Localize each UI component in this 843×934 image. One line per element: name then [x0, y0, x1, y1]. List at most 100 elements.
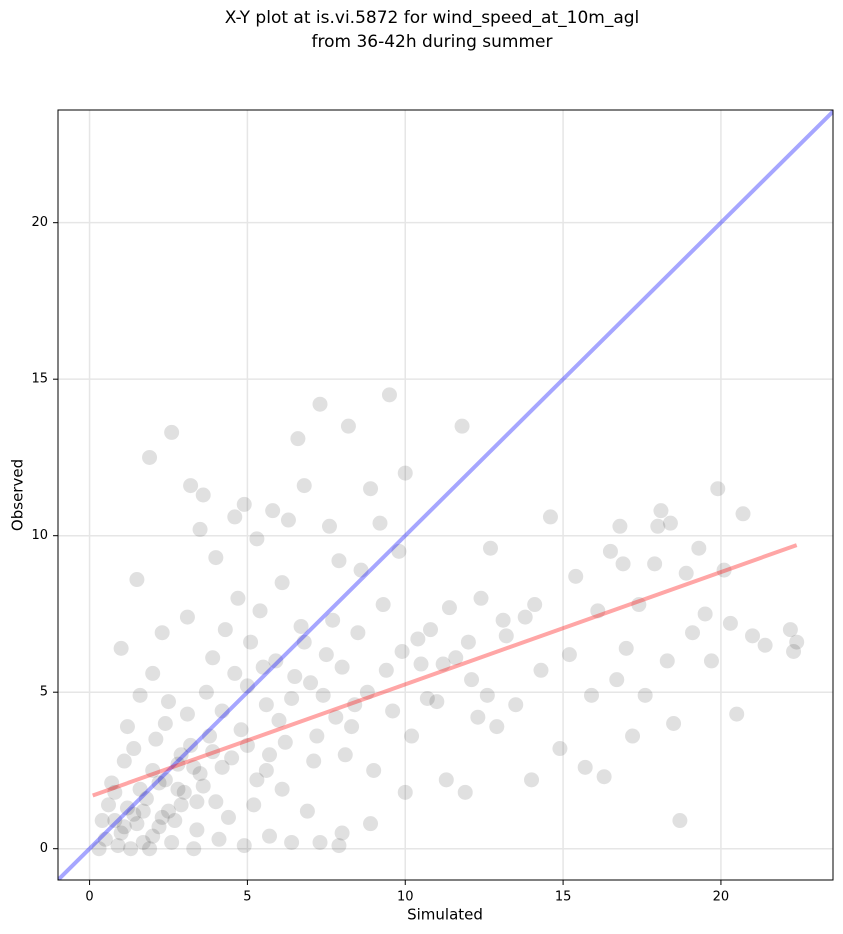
- scatter-point: [344, 719, 360, 735]
- scatter-point: [328, 709, 344, 725]
- scatter-point: [666, 715, 682, 731]
- scatter-point: [318, 647, 334, 663]
- scatter-point: [448, 650, 464, 666]
- scatter-point: [568, 568, 584, 584]
- scatter-point: [729, 706, 745, 722]
- scatter-point: [659, 653, 675, 669]
- scatter-point: [249, 772, 265, 788]
- scatter-point: [312, 396, 328, 412]
- scatter-point: [123, 841, 139, 857]
- scatter-point: [625, 728, 641, 744]
- scatter-point: [239, 678, 255, 694]
- scatter-point: [224, 750, 240, 766]
- scatter-point: [340, 418, 356, 434]
- scatter-point: [590, 603, 606, 619]
- scatter-point: [290, 431, 306, 447]
- y-tick-label: 0: [40, 841, 48, 856]
- scatter-point: [154, 809, 170, 825]
- scatter-point: [782, 622, 798, 638]
- scatter-point: [745, 628, 761, 644]
- x-tick-label: 0: [85, 890, 93, 905]
- scatter-point: [268, 653, 284, 669]
- scatter-point: [227, 509, 243, 525]
- scatter-point: [303, 675, 319, 691]
- scatter-point: [113, 640, 129, 656]
- scatter-point: [271, 712, 287, 728]
- scatter-point: [306, 753, 322, 769]
- scatter-point: [325, 612, 341, 628]
- scatter-point: [217, 622, 233, 638]
- scatter-point: [678, 565, 694, 581]
- scatter-point: [359, 684, 375, 700]
- scatter-point: [233, 722, 249, 738]
- scatter-point: [107, 813, 123, 829]
- scatter-point: [296, 634, 312, 650]
- scatter-point: [419, 690, 435, 706]
- scatter-point: [208, 794, 224, 810]
- scatter-point: [258, 762, 274, 778]
- scatter-point: [385, 703, 401, 719]
- x-axis-label: Simulated: [407, 906, 483, 924]
- scatter-point: [413, 656, 429, 672]
- scatter-point: [372, 515, 388, 531]
- scatter-point: [735, 506, 751, 522]
- scatter-point: [441, 600, 457, 616]
- scatter-point: [183, 478, 199, 494]
- scatter-point: [672, 813, 688, 829]
- scatter-point: [157, 715, 173, 731]
- scatter-point: [685, 625, 701, 641]
- scatter-point: [119, 800, 135, 816]
- scatter-point: [757, 637, 773, 653]
- scatter-point: [347, 697, 363, 713]
- scatter-point: [154, 625, 170, 641]
- scatter-point: [438, 772, 454, 788]
- scatter-point: [280, 512, 296, 528]
- y-axis-label: Observed: [9, 459, 27, 531]
- scatter-point: [637, 687, 653, 703]
- scatter-point: [255, 659, 271, 675]
- scatter-point: [284, 834, 300, 850]
- scatter-point: [164, 834, 180, 850]
- scatter-point: [274, 575, 290, 591]
- scatter-point: [243, 634, 259, 650]
- scatter-point: [97, 831, 113, 847]
- scatter-point: [189, 794, 205, 810]
- scatter-point: [524, 772, 540, 788]
- scatter-point: [394, 644, 410, 660]
- scatter-point: [107, 784, 123, 800]
- scatter-point: [262, 828, 278, 844]
- scatter-point: [179, 609, 195, 625]
- scatter-point: [375, 597, 391, 613]
- scatter-point: [252, 603, 268, 619]
- scatter-point: [129, 816, 145, 832]
- scatter-point: [104, 775, 120, 791]
- scatter-point: [397, 465, 413, 481]
- scatter-point: [205, 744, 221, 760]
- scatter-point: [145, 828, 161, 844]
- grid: [58, 110, 833, 880]
- scatter-point: [631, 597, 647, 613]
- x-tick-label: 20: [713, 890, 730, 905]
- scatter-point: [697, 606, 713, 622]
- scatter-point: [615, 556, 631, 572]
- scatter-point: [584, 687, 600, 703]
- scatter-point: [246, 797, 262, 813]
- scatter-point: [334, 825, 350, 841]
- scatter-point: [202, 728, 218, 744]
- scatter-point: [381, 387, 397, 403]
- scatter-point: [189, 822, 205, 838]
- scatter-point: [423, 622, 439, 638]
- scatter-point: [195, 778, 211, 794]
- scatter-point: [508, 697, 524, 713]
- scatter-point: [142, 449, 158, 465]
- scatter-point: [116, 819, 132, 835]
- scatter-point: [542, 509, 558, 525]
- scatter-point: [227, 665, 243, 681]
- scatter-point: [410, 631, 426, 647]
- x-tick-label: 5: [243, 890, 251, 905]
- scatter-point: [561, 647, 577, 663]
- scatter-point: [609, 672, 625, 688]
- y-tick-label: 20: [31, 215, 48, 230]
- scatter-point: [183, 737, 199, 753]
- scatter-point: [262, 747, 278, 763]
